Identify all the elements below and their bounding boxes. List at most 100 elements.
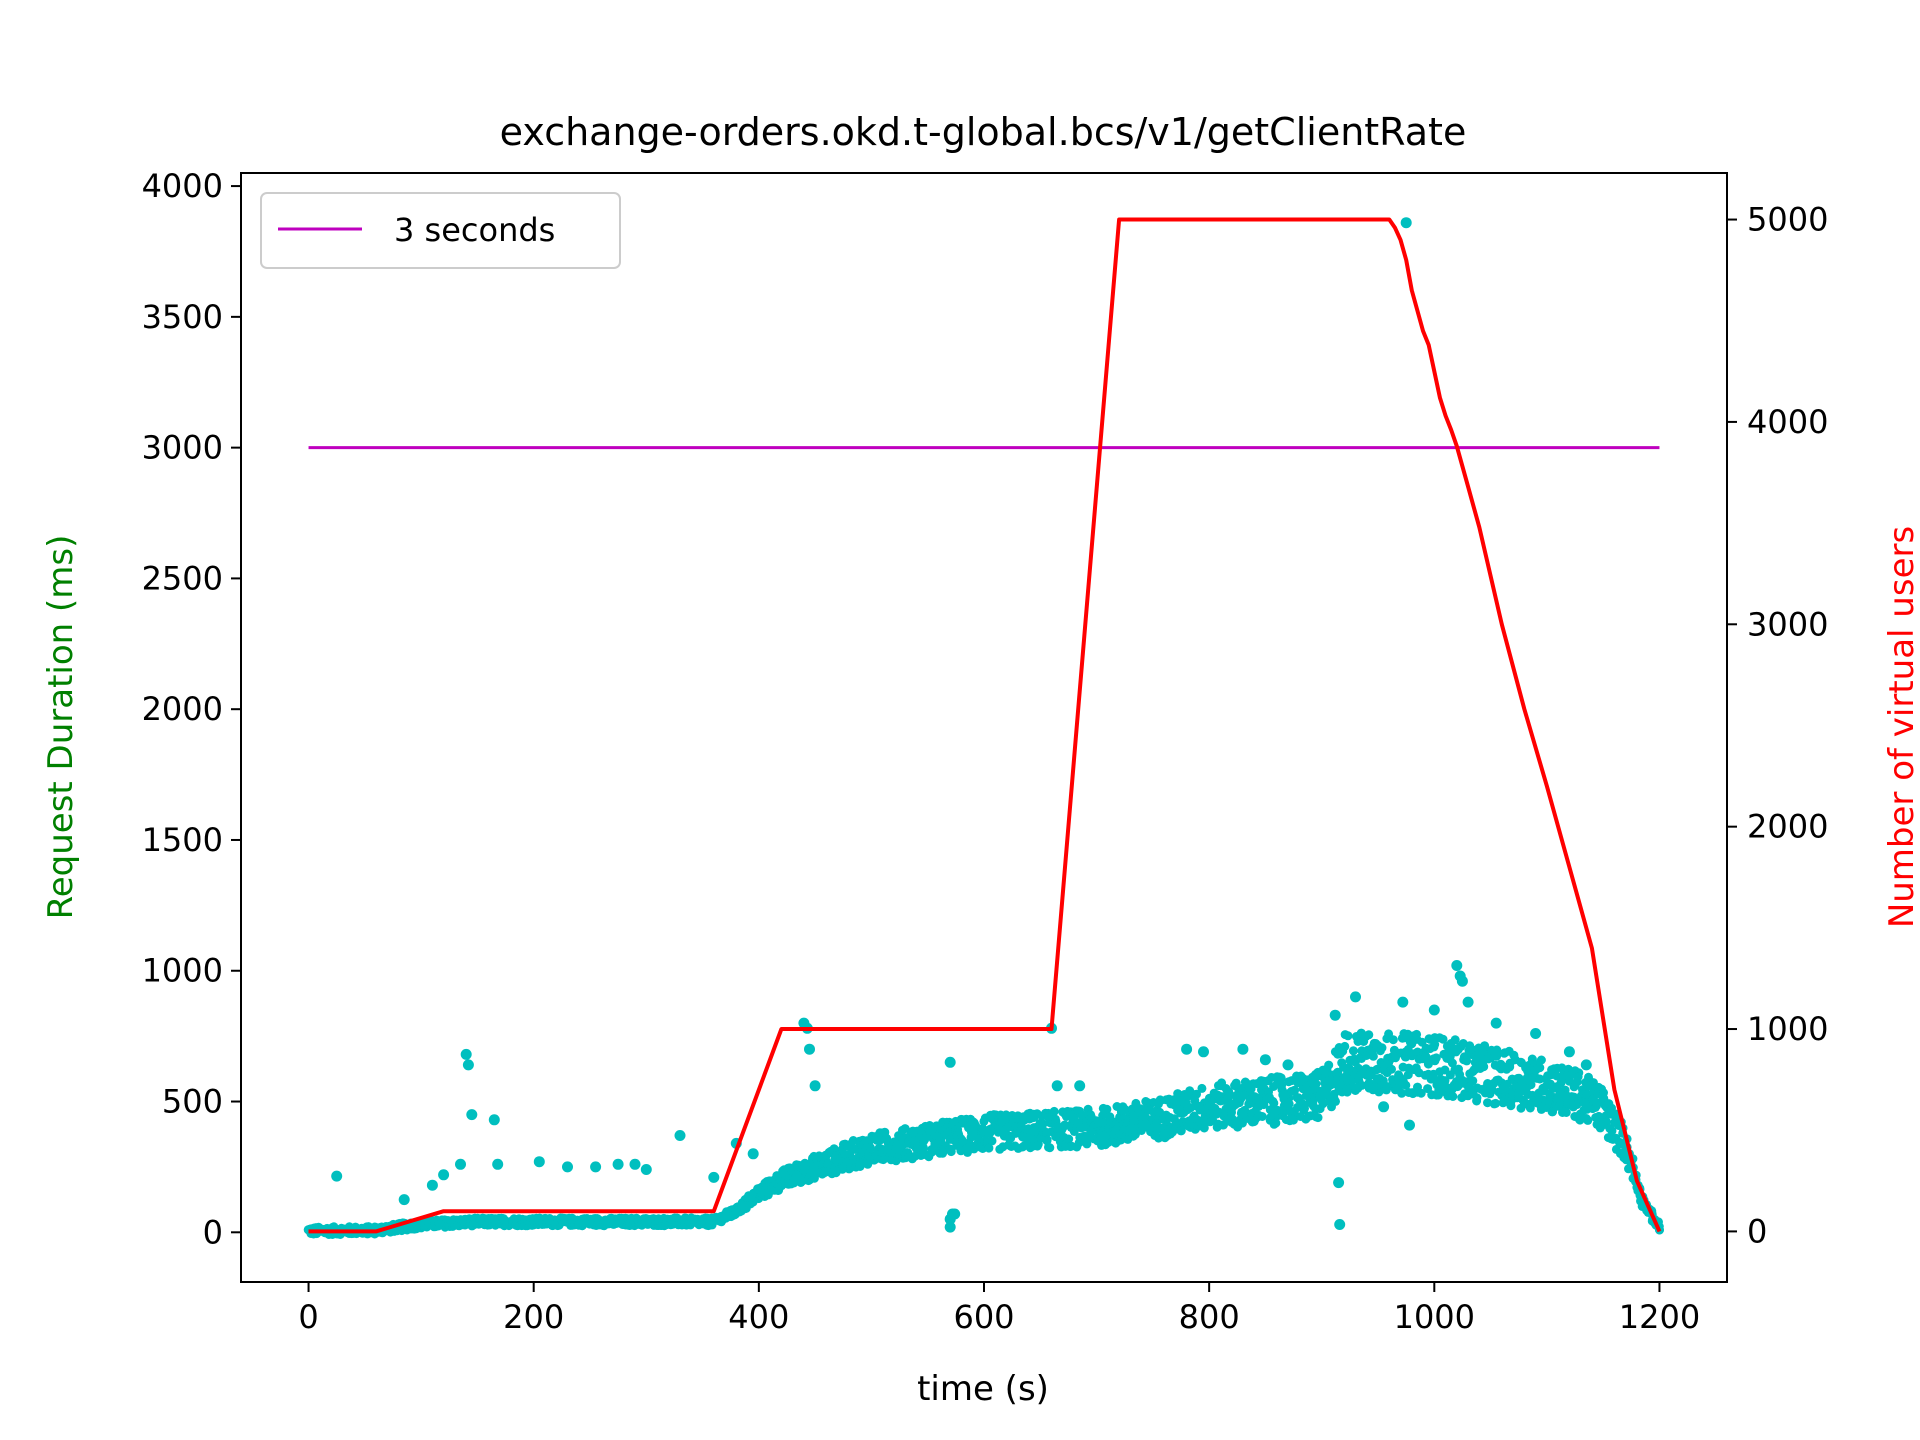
y-right-tick-label: 2000 (1747, 808, 1828, 846)
virtual-users-line (308, 217, 1662, 1234)
duration-point (1492, 1051, 1502, 1061)
duration-point (1491, 1098, 1501, 1108)
x-tick-label: 200 (503, 1298, 564, 1336)
duration-point (533, 1156, 545, 1168)
duration-point (438, 1169, 450, 1181)
duration-point (1350, 991, 1361, 1003)
duration-point (1462, 996, 1474, 1008)
duration-point (1397, 996, 1409, 1008)
y-left-tick-label: 500 (162, 1083, 223, 1121)
duration-point (1257, 1112, 1267, 1121)
duration-point (1173, 1089, 1183, 1099)
duration-point (1310, 1069, 1322, 1081)
y-left-tick-label: 3000 (142, 429, 223, 467)
y-right-tick-label: 0 (1747, 1212, 1767, 1250)
duration-point (1490, 1017, 1502, 1029)
duration-point (492, 1158, 504, 1170)
y-left-tick-label: 1000 (142, 952, 223, 990)
duration-point (1535, 1063, 1545, 1073)
x-tick-label: 1000 (1394, 1298, 1475, 1336)
y-axis-label-left: Request Duration (ms) (41, 535, 81, 920)
y-left-tick-label: 0 (203, 1213, 223, 1251)
duration-point (1064, 1134, 1074, 1144)
duration-point (1357, 1080, 1367, 1090)
plot-area (303, 217, 1664, 1239)
duration-point (466, 1109, 478, 1121)
y-right-tick-label: 4000 (1747, 403, 1828, 441)
duration-point (1483, 1098, 1492, 1108)
duration-point (1416, 1088, 1426, 1098)
y-right-tick-label: 3000 (1747, 605, 1828, 643)
duration-point (1573, 1072, 1583, 1082)
duration-point (1607, 1126, 1617, 1136)
duration-point (398, 1194, 410, 1206)
x-tick-label: 1200 (1619, 1298, 1700, 1336)
duration-point (1580, 1059, 1592, 1071)
duration-point (1591, 1097, 1601, 1107)
duration-point (1526, 1080, 1536, 1090)
duration-point (1331, 1096, 1340, 1106)
duration-point (1431, 1053, 1441, 1063)
y-left-tick-label: 2000 (142, 690, 223, 728)
duration-point (1074, 1080, 1086, 1092)
duration-point (590, 1161, 602, 1173)
duration-point (1483, 1079, 1493, 1088)
duration-point (1181, 1043, 1193, 1055)
duration-point (426, 1179, 438, 1191)
duration-point (987, 1136, 997, 1146)
duration-point (1049, 1106, 1059, 1116)
duration-point (1231, 1078, 1241, 1088)
legend-box (260, 192, 621, 269)
duration-point (1456, 975, 1468, 987)
duration-point (1451, 960, 1463, 971)
duration-point (949, 1208, 961, 1220)
duration-point (1284, 1099, 1294, 1109)
x-axis-label: time (s) (917, 1369, 1049, 1409)
x-tick-label: 600 (953, 1298, 1014, 1336)
duration-point (1219, 1120, 1228, 1130)
axis-ticks: 0 200 400 600 800 1000 1200 0 500 1000 1500 2000 250… (142, 167, 1829, 1336)
duration-point (612, 1158, 624, 1170)
duration-point (1269, 1098, 1279, 1108)
duration-point (1101, 1105, 1111, 1115)
duration-point (331, 1170, 343, 1182)
duration-point (1333, 1067, 1343, 1077)
x-tick-label: 800 (1179, 1298, 1240, 1336)
duration-point (1450, 1035, 1460, 1045)
duration-point (1308, 1097, 1318, 1107)
duration-point (1563, 1046, 1575, 1058)
duration-point (1032, 1141, 1042, 1151)
duration-point (1530, 1028, 1542, 1039)
duration-point (455, 1158, 466, 1170)
duration-point (1448, 1092, 1458, 1101)
y-right-tick-label: 1000 (1747, 1010, 1828, 1048)
duration-point (946, 1147, 956, 1157)
duration-point (460, 1048, 472, 1060)
duration-point (1276, 1073, 1286, 1083)
duration-point (1403, 1070, 1413, 1080)
y-left-tick-label: 1500 (142, 821, 223, 859)
duration-point (1421, 1052, 1431, 1062)
duration-point (1192, 1089, 1201, 1099)
duration-point (1400, 217, 1412, 229)
duration-point (1462, 1056, 1472, 1066)
duration-point (1277, 1080, 1287, 1090)
duration-point (1259, 1054, 1271, 1066)
duration-point (1401, 1080, 1411, 1090)
x-tick-label: 0 (298, 1298, 318, 1336)
duration-point (562, 1161, 573, 1173)
duration-point (1364, 1030, 1374, 1040)
duration-point (1282, 1059, 1294, 1071)
duration-point (674, 1130, 686, 1141)
duration-point (747, 1148, 759, 1160)
duration-point (1348, 1046, 1358, 1056)
duration-point (1428, 1004, 1440, 1016)
duration-point (1536, 1055, 1546, 1065)
duration-point (1506, 1101, 1516, 1111)
duration-point (1561, 1108, 1571, 1117)
duration-point (1583, 1115, 1593, 1125)
duration-point (804, 1043, 815, 1055)
y-left-tick-label: 3500 (142, 298, 223, 336)
duration-point (1199, 1123, 1209, 1133)
duration-point (1378, 1101, 1390, 1113)
